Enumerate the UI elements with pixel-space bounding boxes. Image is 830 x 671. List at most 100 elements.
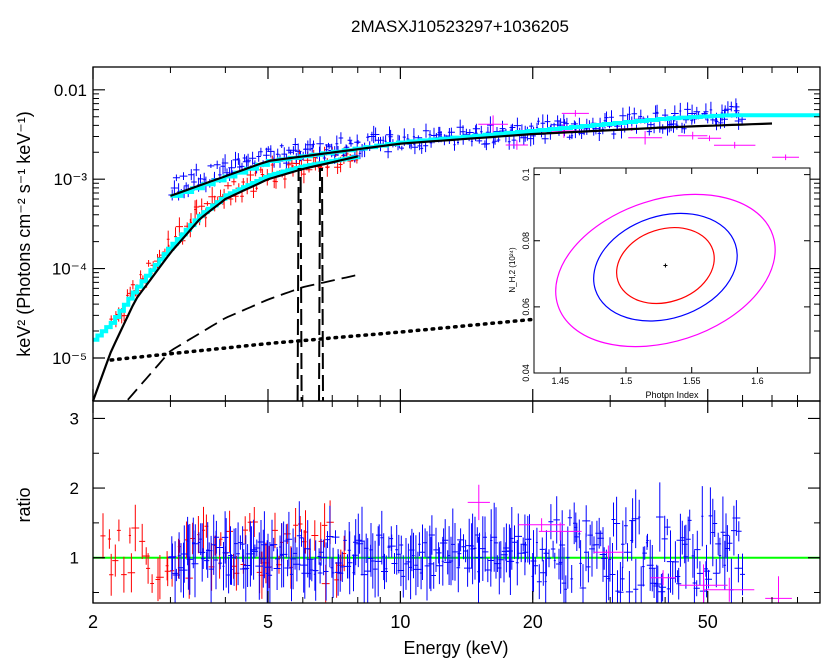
ratio-point bbox=[650, 570, 677, 586]
chart-title: 2MASXJ10523297+1036205 bbox=[351, 17, 569, 36]
ratio-point bbox=[185, 557, 193, 599]
ratio-point bbox=[116, 519, 121, 542]
data-point bbox=[166, 230, 170, 248]
ratio-point bbox=[412, 532, 415, 579]
ratio-point bbox=[680, 520, 685, 555]
data-point bbox=[348, 140, 354, 147]
ratio-point bbox=[201, 548, 206, 569]
data-point bbox=[259, 147, 263, 156]
contour-99pct bbox=[555, 193, 776, 348]
ratio-point bbox=[312, 540, 319, 601]
data-point bbox=[772, 154, 799, 161]
data-point bbox=[604, 111, 609, 124]
ratio-point bbox=[722, 513, 729, 558]
ratio-point bbox=[372, 540, 378, 598]
ratio-point bbox=[448, 526, 451, 585]
ratio-point bbox=[414, 535, 418, 596]
ratio-point bbox=[419, 524, 426, 580]
ratio-point bbox=[456, 543, 461, 593]
ratio-point bbox=[211, 514, 216, 575]
data-point bbox=[279, 143, 284, 148]
ratio-point bbox=[475, 532, 484, 583]
data-point bbox=[447, 127, 455, 138]
data-point bbox=[242, 155, 251, 168]
ratio-point bbox=[637, 499, 641, 535]
ratio-point bbox=[732, 500, 741, 536]
data-point bbox=[697, 135, 722, 142]
x-tick-label: 5 bbox=[263, 612, 273, 632]
ratio-point bbox=[625, 571, 633, 603]
data-point bbox=[628, 106, 631, 123]
data-point bbox=[368, 131, 376, 142]
ratio-point bbox=[146, 553, 151, 584]
ratio-point bbox=[234, 528, 238, 560]
ratio-point bbox=[670, 562, 675, 595]
ratio-point bbox=[609, 543, 616, 603]
ratio-point bbox=[218, 557, 223, 570]
ratio-y-axis-label: ratio bbox=[14, 487, 34, 522]
inset-x-tick-label: 1.45 bbox=[552, 376, 570, 386]
ratio-point bbox=[450, 508, 455, 581]
ratio-point bbox=[584, 533, 588, 572]
ratio-point bbox=[335, 554, 342, 572]
data-point bbox=[544, 114, 551, 129]
ratio-point bbox=[685, 516, 691, 562]
ratio-point bbox=[242, 516, 248, 544]
data-point bbox=[188, 169, 195, 181]
ratio-point bbox=[553, 552, 556, 569]
ratio-point bbox=[156, 555, 164, 600]
data-point bbox=[609, 110, 614, 125]
ratio-point bbox=[547, 549, 551, 568]
ratio-point bbox=[510, 507, 514, 570]
data-point bbox=[292, 138, 298, 151]
ratio-point bbox=[303, 510, 308, 554]
ratio-point bbox=[708, 487, 713, 545]
ratio-point bbox=[192, 517, 195, 569]
ratio-point bbox=[729, 558, 734, 603]
spectrum-y-axis-label: keV² (Photons cm⁻² s⁻¹ keV⁻¹) bbox=[14, 111, 34, 357]
ratio-point bbox=[289, 546, 293, 589]
ratio-point bbox=[306, 538, 314, 580]
ratio-point bbox=[284, 524, 289, 558]
x-tick-label: 20 bbox=[523, 612, 543, 632]
ratio-point bbox=[219, 532, 223, 546]
data-point bbox=[420, 142, 424, 154]
ratio-point bbox=[515, 540, 519, 586]
data-point bbox=[693, 106, 701, 117]
ratio-point bbox=[298, 516, 303, 532]
contour-68pct bbox=[616, 227, 715, 305]
ratio-point bbox=[423, 528, 428, 558]
ratio-point bbox=[354, 513, 362, 568]
data-point bbox=[146, 260, 152, 267]
ratio-point bbox=[654, 565, 662, 603]
ratio-point bbox=[431, 562, 436, 589]
data-point bbox=[382, 136, 385, 145]
x-tick-label: 10 bbox=[390, 612, 410, 632]
data-point bbox=[241, 178, 246, 186]
ratio-point bbox=[197, 532, 201, 553]
ratio-point bbox=[100, 513, 106, 559]
ratio-point bbox=[691, 534, 695, 578]
fe-line-right bbox=[318, 168, 325, 402]
model-line-cyan bbox=[93, 155, 360, 342]
ratio-point bbox=[548, 504, 554, 540]
ratio-point bbox=[723, 540, 726, 590]
ratio-point bbox=[442, 519, 449, 562]
ratio-point bbox=[570, 565, 574, 593]
ratio-point bbox=[300, 537, 308, 593]
ratio-point bbox=[621, 520, 625, 569]
ratio-point bbox=[676, 513, 685, 567]
ratio-point bbox=[586, 551, 591, 583]
ratio-point bbox=[620, 566, 625, 591]
data-point bbox=[207, 163, 215, 168]
data-point bbox=[203, 201, 212, 206]
ratio-point bbox=[272, 512, 278, 549]
ratio-point bbox=[594, 520, 600, 569]
x-tick-label: 50 bbox=[698, 612, 718, 632]
ratio-point bbox=[374, 526, 382, 597]
ratio-point bbox=[514, 513, 522, 560]
ratio-point bbox=[436, 547, 443, 585]
ratio-tick-label: 3 bbox=[70, 409, 79, 428]
data-point bbox=[561, 110, 589, 117]
ratio-point bbox=[440, 528, 448, 558]
